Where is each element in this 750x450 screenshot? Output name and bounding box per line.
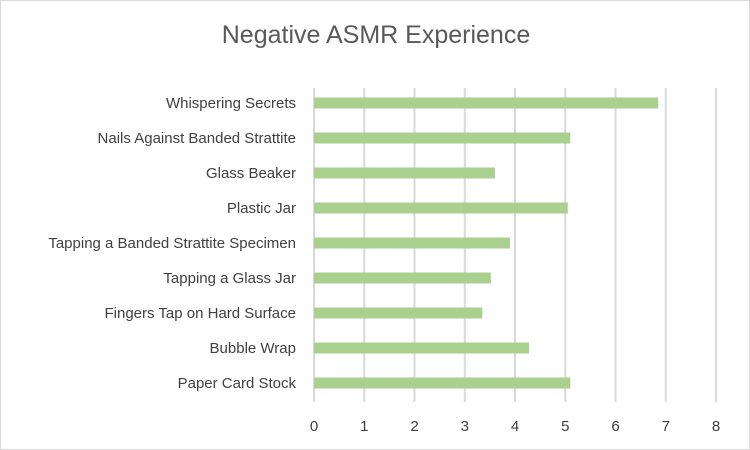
chart-title: Negative ASMR Experience	[221, 21, 531, 49]
tick-labels: 0 1 2 3 4 5 6 7 8	[310, 418, 720, 435]
bar	[314, 272, 491, 284]
bar	[314, 132, 571, 144]
category-label: Plastic Jar	[227, 200, 296, 217]
x-tick-label: 5	[561, 418, 569, 435]
bar	[314, 342, 530, 354]
x-tick-label: 4	[511, 418, 519, 435]
x-tick-label: 8	[712, 418, 720, 435]
category-label: Fingers Tap on Hard Surface	[105, 305, 297, 322]
x-tick-label: 2	[410, 418, 418, 435]
category-label: Bubble Wrap	[210, 340, 296, 357]
x-tick-label: 6	[611, 418, 619, 435]
category-label: Paper Card Stock	[178, 375, 297, 392]
x-tick-label: 1	[360, 418, 368, 435]
bar	[314, 202, 568, 214]
bar	[314, 237, 510, 249]
category-label: Tapping a Glass Jar	[163, 270, 296, 287]
category-labels: Whispering Secrets Nails Against Banded S…	[48, 95, 296, 392]
x-tick-label: 7	[662, 418, 670, 435]
bar	[314, 97, 659, 109]
bar	[314, 167, 495, 179]
category-label: Glass Beaker	[206, 165, 296, 182]
bar	[314, 377, 571, 389]
category-label: Tapping a Banded Strattite Specimen	[48, 235, 296, 252]
x-tick-label: 3	[461, 418, 469, 435]
bar	[314, 307, 483, 319]
category-label: Whispering Secrets	[166, 95, 296, 112]
bars	[314, 97, 659, 389]
x-tick-label: 0	[310, 418, 318, 435]
category-label: Nails Against Banded Strattite	[98, 130, 296, 147]
